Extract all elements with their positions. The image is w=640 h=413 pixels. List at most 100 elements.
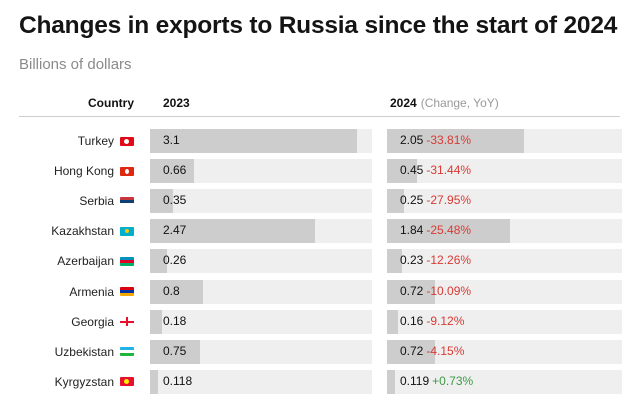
- bar-2023: [150, 369, 158, 394]
- country-name: Georgia: [71, 314, 114, 329]
- bar-2024: [387, 309, 398, 334]
- table-row: Kazakhstan 2.47 1.84 -25.48%: [0, 216, 640, 246]
- header-divider: [19, 116, 620, 117]
- value-2023: 0.75: [163, 343, 187, 358]
- bar-2024: [387, 249, 403, 274]
- bar-2023: [150, 129, 357, 153]
- kazakhstan-flag-icon: [120, 226, 134, 236]
- country-name: Uzbekistan: [54, 344, 114, 359]
- value-2024-number: 0.72: [400, 343, 424, 358]
- bar-track-2024: [387, 219, 622, 244]
- table-row: Georgia 0.18 0.16 -9.12%: [0, 307, 640, 337]
- value-2024-number: 2.05: [400, 133, 424, 147]
- bar-2024: [387, 339, 436, 364]
- value-2024: 2.05 -33.81%: [400, 133, 471, 147]
- country-name: Kazakhstan: [51, 224, 114, 239]
- bar-track-2023: [150, 279, 372, 304]
- country-name: Kyrgyzstan: [54, 374, 114, 389]
- bar-track-2024: [387, 249, 622, 274]
- value-2024: 1.84 -25.48%: [400, 223, 471, 237]
- country-cell: Turkey: [78, 134, 134, 148]
- change-percent: -9.12%: [426, 313, 465, 328]
- value-2024: 0.72 -10.09%: [400, 284, 471, 298]
- bar-track-2024: [387, 369, 622, 394]
- bar-2023: [150, 249, 168, 274]
- value-2024: 0.25 -27.95%: [400, 193, 471, 207]
- change-percent: -10.09%: [426, 283, 472, 298]
- table-row: Turkey 3.1 2.05 -33.81%: [0, 126, 640, 156]
- value-2024-number: 0.45: [400, 163, 424, 178]
- bar-2024: [387, 369, 395, 394]
- bar-track-2023: [150, 129, 372, 153]
- bar-track-2023: [150, 249, 372, 274]
- country-cell: Uzbekistan: [55, 345, 134, 359]
- country-name: Armenia: [69, 284, 114, 299]
- bar-2023: [150, 189, 174, 214]
- table-row: Uzbekistan 0.75 0.72 -4.15%: [0, 337, 640, 367]
- value-2023: 2.47: [163, 223, 187, 238]
- bar-2023: [150, 159, 195, 184]
- bar-2023: [150, 279, 204, 304]
- country-cell: Serbia: [79, 194, 134, 208]
- change-percent: -4.15%: [426, 343, 465, 358]
- header-country: Country: [88, 96, 134, 110]
- value-2024: 0.45 -31.44%: [400, 163, 471, 177]
- bar-track-2023: [150, 309, 372, 334]
- georgia-flag-icon: [120, 317, 134, 327]
- armenia-flag-icon: [120, 287, 134, 296]
- value-2023: 0.8: [163, 283, 180, 298]
- chart-subtitle: Billions of dollars: [19, 56, 132, 73]
- bar-track-2023: [150, 369, 372, 394]
- country-name: Turkey: [77, 134, 114, 148]
- country-cell: Armenia: [69, 285, 134, 299]
- value-2023: 3.1: [163, 133, 180, 147]
- value-2023: 0.118: [163, 373, 193, 388]
- bar-2024: [387, 219, 510, 244]
- value-2024: 0.23 -12.26%: [400, 253, 471, 267]
- bar-track-2024: [387, 279, 622, 304]
- bar-2024: [387, 279, 436, 304]
- value-2024-number: 0.72: [400, 283, 424, 298]
- header-change-note: (Change, YoY): [420, 96, 499, 110]
- bar-2024: [387, 129, 524, 153]
- bar-2023: [150, 309, 163, 334]
- change-percent: -33.81%: [426, 133, 472, 147]
- value-2023: 0.26: [163, 253, 187, 268]
- value-2024-number: 0.119: [400, 373, 430, 388]
- value-2023: 0.35: [163, 193, 187, 208]
- turkey-flag-icon: [120, 136, 134, 146]
- value-2024-number: 0.16: [400, 313, 424, 328]
- hong-kong-flag-icon: [120, 166, 134, 176]
- bar-track-2023: [150, 189, 372, 214]
- country-cell: Kazakhstan: [51, 224, 134, 238]
- value-2024-number: 0.23: [400, 253, 424, 268]
- value-2024-number: 0.25: [400, 193, 424, 208]
- bar-track-2023: [150, 159, 372, 184]
- bar-track-2024: [387, 159, 622, 184]
- country-name: Serbia: [79, 194, 114, 209]
- value-2024-number: 1.84: [400, 223, 424, 238]
- table-row: Hong Kong 0.66 0.45 -31.44%: [0, 156, 640, 186]
- bar-2024: [387, 189, 404, 214]
- change-percent: -31.44%: [426, 163, 472, 178]
- table-row: Azerbaijan 0.26 0.23 -12.26%: [0, 246, 640, 276]
- change-percent: -25.48%: [426, 223, 472, 238]
- kyrgyzstan-flag-icon: [120, 377, 134, 387]
- value-2024: 0.16 -9.12%: [400, 314, 464, 328]
- country-cell: Kyrgyzstan: [55, 375, 134, 389]
- bar-track-2024: [387, 339, 622, 364]
- header-2024: 2024 (Change, YoY): [390, 96, 499, 110]
- country-cell: Hong Kong: [54, 164, 134, 178]
- bar-track-2024: [387, 189, 622, 214]
- value-2023: 0.18: [163, 313, 187, 328]
- country-cell: Azerbaijan: [57, 254, 134, 268]
- change-percent: -27.95%: [426, 193, 472, 208]
- chart-title: Changes in exports to Russia since the s…: [19, 12, 618, 39]
- header-2024-year: 2024: [390, 96, 417, 110]
- bar-track-2023: [150, 219, 372, 244]
- bar-track-2024: [387, 129, 622, 153]
- country-cell: Georgia: [71, 315, 134, 329]
- header-2023: 2023: [163, 96, 190, 110]
- value-2024: 0.72 -4.15%: [400, 344, 464, 358]
- table-row: Serbia 0.35 0.25 -27.95%: [0, 186, 640, 216]
